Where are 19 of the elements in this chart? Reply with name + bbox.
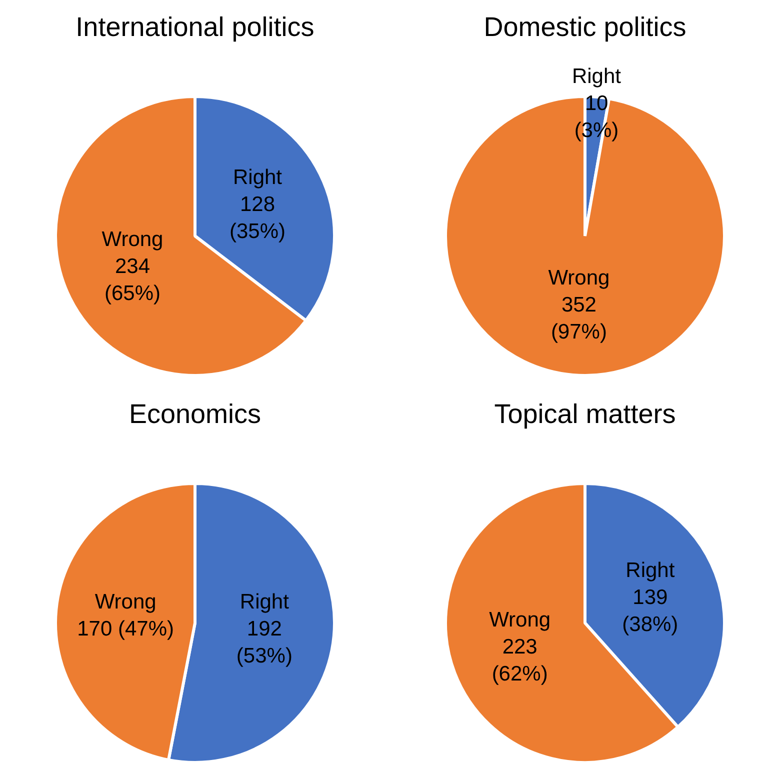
data-label: 139 (38%) [622,586,678,636]
slice-label: Wrong [548,266,610,290]
slice-label: Right [626,558,675,582]
data-label: 128 (35%) [229,192,286,243]
slice-label: Right [232,166,282,189]
data-label: 352 (97%) [550,293,607,344]
chart-title: Economics [128,399,262,430]
slice-label: Right [240,590,290,614]
data-label: 192 (53%) [236,617,292,668]
chart-title: Topical matters [493,399,677,430]
slice-label: Wrong [102,228,164,251]
chart-title: International politics [74,12,316,43]
slice-label: Wrong [94,590,156,614]
slice-label: Wrong [489,608,551,632]
data-label: 170 (47%) [77,618,174,641]
data-label: 234 (65%) [104,254,161,305]
data-label: 223 (62%) [492,636,548,686]
slice-label: Right [572,64,622,88]
chart-title: Domestic politics [482,12,688,43]
